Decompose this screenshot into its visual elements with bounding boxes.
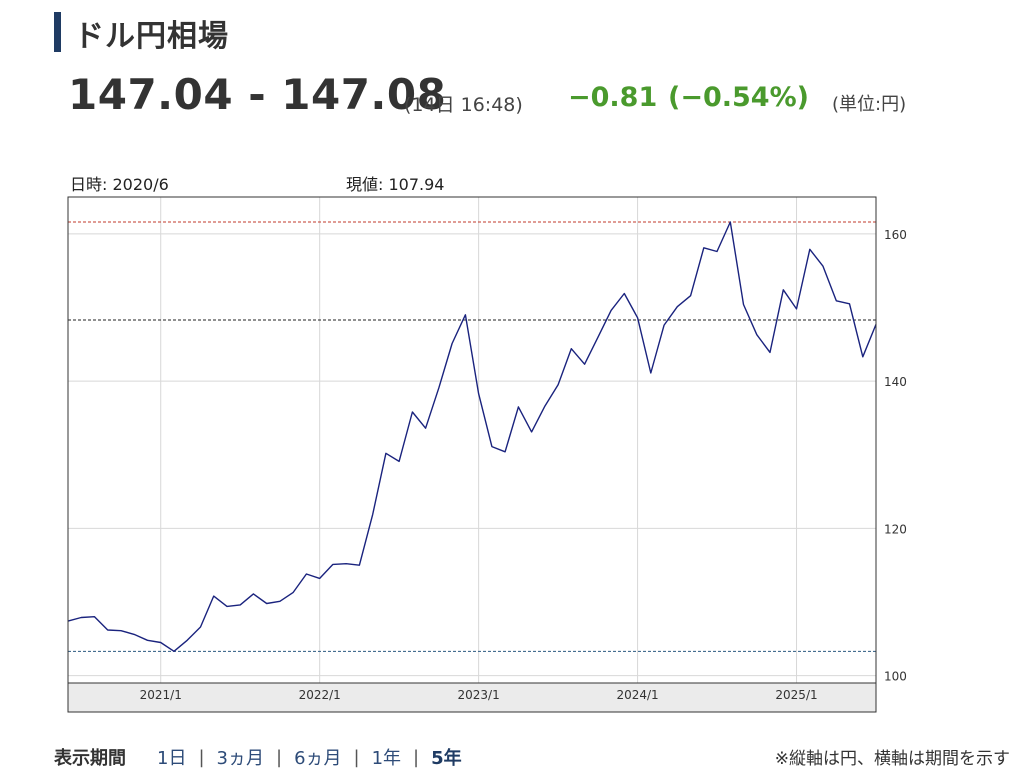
quote-timestamp: (14日 16:48) [404, 94, 523, 116]
x-tick-label: 2023/1 [458, 688, 500, 702]
price-change: −0.81 [568, 82, 658, 113]
axis-note: ※縦軸は円、横軸は期間を示す [774, 749, 1010, 769]
x-tick-label: 2024/1 [616, 688, 658, 702]
quote-row: 147.04 - 147.08 (14日 16:48) −0.81 (−0.54… [68, 70, 1018, 120]
period-option-2[interactable]: 6ヵ月 [294, 748, 342, 769]
cursor-datetime: 日時: 2020/6 [70, 175, 169, 194]
x-axis-band [68, 683, 876, 712]
cursor-value: 現値: 107.94 [346, 175, 445, 194]
price-range: 147.04 - 147.08 [68, 70, 447, 119]
period-option-1[interactable]: 3ヵ月 [216, 748, 264, 769]
period-separator: | [353, 746, 360, 768]
series-line [67, 221, 877, 652]
period-label: 表示期間 [54, 748, 126, 769]
y-tick-label: 100 [884, 670, 907, 684]
y-tick-label: 160 [884, 228, 907, 242]
chart-frame [67, 196, 877, 713]
y-tick-label: 140 [884, 375, 907, 389]
title-accent-bar [54, 12, 61, 52]
footer: 表示期間 1日 | 3ヵ月 | 6ヵ月 | 1年 | 5年 ※縦軸は円、横軸は期間を示す [54, 742, 1014, 770]
period-option-4[interactable]: 5年 [431, 748, 462, 769]
period-option-0[interactable]: 1日 [157, 748, 187, 769]
page-title: ドル円相場 [74, 19, 229, 54]
unit-label: (単位:円) [832, 94, 907, 115]
x-tick-label: 2022/1 [299, 688, 341, 702]
period-separator: | [275, 746, 283, 768]
y-tick-label: 120 [884, 522, 907, 536]
price-change-percent: (−0.54%) [668, 82, 809, 113]
period-separator: | [413, 746, 420, 768]
plot-background [68, 197, 876, 683]
period-option-3[interactable]: 1年 [371, 748, 402, 769]
period-separator: | [198, 746, 205, 768]
x-tick-label: 2025/1 [775, 688, 817, 702]
period-selector: 1日 | 3ヵ月 | 6ヵ月 | 1年 | 5年 [157, 744, 462, 770]
x-tick-label: 2021/1 [140, 688, 182, 702]
